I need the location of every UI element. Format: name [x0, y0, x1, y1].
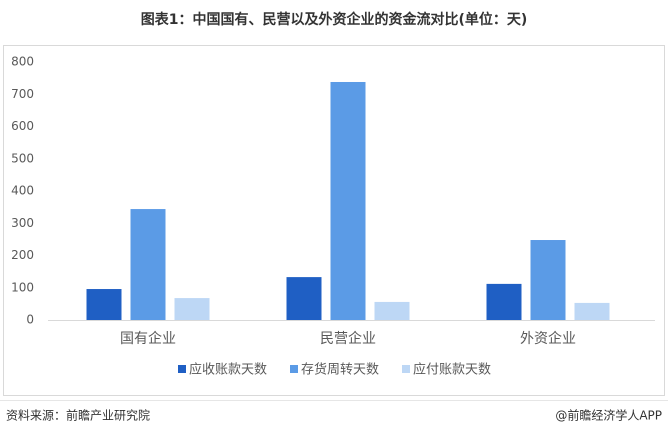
- y-tick-label: 700: [11, 87, 34, 101]
- y-tick-label: 300: [11, 216, 34, 230]
- bar: [374, 301, 410, 320]
- source: 资料来源：前瞻产业研究院: [6, 408, 150, 423]
- x-tick-label: 民营企业: [320, 330, 376, 347]
- y-tick-label: 0: [26, 313, 34, 327]
- bar: [486, 283, 522, 320]
- y-tick-label: 600: [11, 119, 34, 133]
- legend-swatch: [178, 365, 186, 373]
- bar: [286, 277, 322, 320]
- legend-swatch: [290, 365, 298, 373]
- y-tick-label: 800: [11, 55, 34, 69]
- bar: [530, 240, 566, 320]
- bar: [574, 302, 610, 320]
- legend-label: 应付账款天数: [413, 362, 491, 378]
- bar: [174, 298, 210, 320]
- credit: @前瞻经济学人APP: [555, 408, 662, 423]
- chart-frame: [3, 45, 665, 396]
- bar: [130, 209, 166, 320]
- x-tick-label: 外资企业: [520, 330, 576, 347]
- bar: [330, 81, 366, 321]
- legend-swatch: [402, 365, 410, 373]
- y-tick-label: 200: [11, 248, 34, 262]
- y-tick-label: 500: [11, 151, 34, 165]
- x-tick-label: 国有企业: [120, 330, 176, 347]
- bar: [86, 289, 122, 320]
- y-tick-label: 400: [11, 184, 34, 198]
- legend-label: 应收账款天数: [189, 362, 267, 378]
- y-tick-label: 100: [11, 280, 34, 294]
- legend-label: 存货周转天数: [301, 362, 379, 378]
- chart-title: 图表1：中国国有、民营以及外资企业的资金流对比(单位：天): [141, 11, 528, 28]
